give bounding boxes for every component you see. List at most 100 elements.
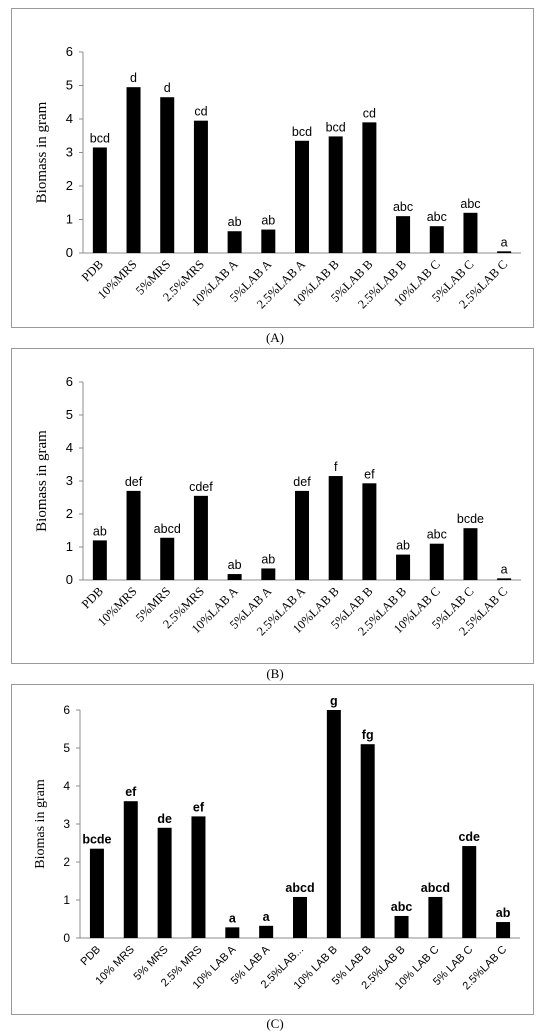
panel-1-bar <box>396 554 411 580</box>
panel-1-data-label: def <box>125 475 143 489</box>
panel-2-bar <box>496 922 511 938</box>
panel-0-y-tick-label: 2 <box>66 178 73 193</box>
panel-2-category-label: PDB <box>79 944 103 968</box>
panel-0-bar <box>295 140 309 253</box>
panel-0-category-label: PDB <box>79 257 106 284</box>
panel-2-y-tick-label: 2 <box>63 855 70 869</box>
panel-0-data-label: d <box>130 71 137 85</box>
panel-2-bar <box>259 925 274 938</box>
panel-1-data-label: bcde <box>457 512 484 526</box>
panel-0-y-tick-label: 1 <box>66 212 73 227</box>
panel-2-data-label: fg <box>362 728 374 742</box>
panel-1-bar <box>328 476 343 580</box>
panel-1-bar <box>126 490 141 580</box>
panel-2-bar <box>157 827 172 938</box>
panel-0-bar <box>160 97 175 253</box>
panel-0-data-label: d <box>164 81 171 95</box>
panel-2-bar <box>326 710 341 938</box>
panel-2-bar <box>89 848 104 938</box>
panel-1-data-label: abc <box>427 528 447 542</box>
panel-0-bar <box>429 226 444 253</box>
panel-1-y-tick-label: 1 <box>66 539 73 554</box>
panel-1-y-axis-label: Biomass in gram <box>34 430 50 532</box>
panel-2-bar <box>123 801 138 938</box>
panel-0-bar <box>497 251 512 253</box>
panel-0-bar <box>463 212 478 253</box>
panel-2-data-label: abcd <box>421 881 450 895</box>
panel-a-caption: (A) <box>265 330 285 345</box>
panel-1-data-label: ab <box>261 552 275 566</box>
panel-c-caption: (C) <box>266 1016 284 1031</box>
panel-b-frame <box>11 348 534 664</box>
panel-2-y-tick-label: 5 <box>63 741 70 755</box>
panel-1-bar <box>227 574 242 580</box>
panel-0-data-label: bcd <box>326 120 346 134</box>
panel-0-y-tick-label: 5 <box>66 78 73 93</box>
panel-0-data-label: abc <box>393 200 413 214</box>
panel-1-y-tick-label: 0 <box>66 572 73 587</box>
panel-1-data-label: ab <box>93 524 107 538</box>
panel-1-y-tick-label: 6 <box>66 374 73 389</box>
panel-1-data-label: cdef <box>189 480 213 494</box>
panel-2-y-tick-label: 6 <box>63 703 70 717</box>
panel-0-data-label: a <box>501 235 508 249</box>
panel-1-y-tick-label: 2 <box>66 506 73 521</box>
panel-0-data-label: abc <box>427 210 447 224</box>
panel-2-data-label: de <box>157 812 172 826</box>
panel-1-y-tick-label: 4 <box>66 440 73 455</box>
panel-0-bar <box>227 231 242 253</box>
panel-1-bar <box>92 540 107 580</box>
panel-0-y-tick-label: 0 <box>66 245 73 260</box>
panel-b-caption: (B) <box>266 666 284 681</box>
panel-1-data-label: f <box>334 460 338 474</box>
panel-2-data-label: bcde <box>82 833 111 847</box>
panel-2-data-label: abcd <box>285 881 314 895</box>
panel-1-bar <box>160 537 175 580</box>
panel-1-bar <box>463 528 478 580</box>
panel-1-data-label: def <box>293 475 311 489</box>
panel-1-data-label: a <box>501 562 508 576</box>
panel-0-data-label: abc <box>460 197 480 211</box>
panel-2-bar <box>462 846 477 938</box>
panel-0-data-label: cd <box>194 105 207 119</box>
panel-2-data-label: a <box>263 910 271 924</box>
panel-2-bar <box>191 816 206 938</box>
panel-2-y-tick-label: 4 <box>63 779 70 793</box>
panel-1-bar <box>261 568 276 580</box>
panel-0-bar <box>396 216 411 253</box>
panel-2-data-label: abc <box>391 900 413 914</box>
panel-1-y-tick-label: 3 <box>66 473 73 488</box>
panel-1-bar <box>497 578 512 580</box>
panel-2-bar <box>360 744 375 938</box>
panel-2-data-label: ef <box>125 785 137 799</box>
panel-2-data-label: g <box>330 694 338 708</box>
panel-2-data-label: ab <box>496 906 511 920</box>
panel-0-data-label: bcd <box>292 125 312 139</box>
panel-1-bar <box>295 490 309 580</box>
panel-1-bar <box>193 495 208 580</box>
panel-0-y-tick-label: 3 <box>66 145 73 160</box>
panel-0-bar <box>92 147 107 253</box>
panel-0-data-label: ab <box>228 215 242 229</box>
panel-2-data-label: cde <box>458 830 480 844</box>
panel-2-y-tick-label: 1 <box>63 893 70 907</box>
panel-0-y-tick-label: 4 <box>66 111 73 126</box>
panel-2-bar <box>293 896 307 938</box>
panel-0-bar <box>126 87 141 253</box>
panel-1-bar <box>362 483 377 580</box>
panel-2-data-label: a <box>229 911 237 925</box>
panel-1-category-label: PDB <box>79 584 106 611</box>
panel-1-bar <box>429 543 444 580</box>
panel-2-y-tick-label: 3 <box>63 817 70 831</box>
panel-1-y-tick-label: 5 <box>66 407 73 422</box>
panel-0-data-label: cd <box>363 106 376 120</box>
panel-0-y-tick-label: 6 <box>66 44 73 59</box>
panel-1-data-label: ef <box>364 467 375 481</box>
panel-2-data-label: ef <box>193 800 205 814</box>
panel-1-data-label: ab <box>396 539 410 553</box>
panel-2-y-axis-label: Biomas in gram <box>33 779 48 869</box>
panel-0-y-axis-label: Biomass in gram <box>34 101 50 203</box>
panel-2-bar <box>225 927 240 938</box>
panel-2-bar <box>394 915 409 938</box>
panel-1-data-label: ab <box>228 558 242 572</box>
